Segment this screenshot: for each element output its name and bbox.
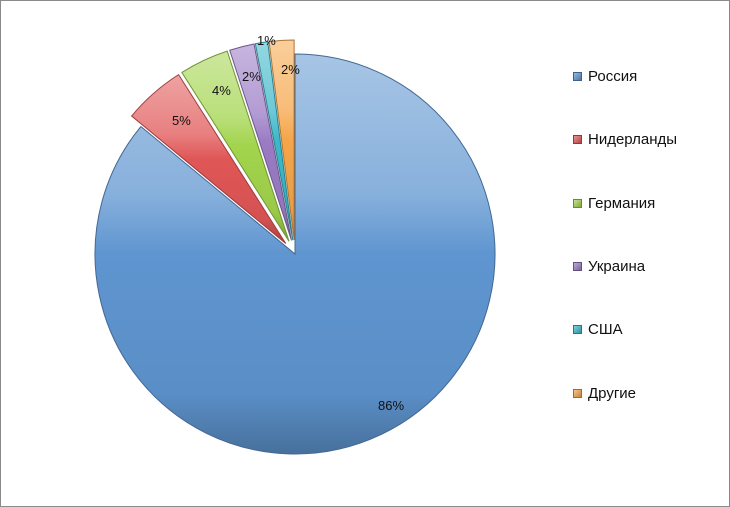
pie-slice-russia — [94, 53, 496, 455]
data-label-germany: 4% — [212, 83, 231, 98]
legend-swatch-germany — [573, 198, 582, 208]
pie-slice-other — [268, 39, 295, 241]
pie-slice-usa — [254, 41, 294, 241]
pie-slice-germany — [181, 50, 290, 242]
pie-slice-ukraine — [229, 43, 293, 241]
legend-label-netherlands: Нидерланды — [588, 130, 678, 148]
data-label-netherlands: 5% — [172, 113, 191, 128]
legend-item-russia: Россия — [573, 66, 637, 86]
legend-swatch-netherlands — [573, 134, 582, 144]
legend-item-usa: США — [573, 319, 623, 339]
legend-label-other: Другие — [588, 384, 637, 402]
legend: Россия Нидерланды Германия Украина США Д… — [573, 1, 723, 506]
data-label-russia: 86% — [378, 398, 404, 413]
legend-label-germany: Германия — [588, 194, 656, 212]
data-label-other: 2% — [281, 62, 300, 77]
legend-swatch-usa — [573, 324, 582, 334]
legend-item-ukraine: Украина — [573, 256, 645, 276]
legend-swatch-russia — [573, 71, 582, 81]
data-label-usa: 1% — [257, 33, 276, 48]
legend-swatch-other — [573, 388, 582, 398]
legend-label-usa: США — [588, 320, 623, 338]
legend-item-germany: Германия — [573, 193, 655, 213]
legend-swatch-ukraine — [573, 261, 582, 271]
legend-label-ukraine: Украина — [588, 257, 646, 275]
data-label-ukraine: 2% — [242, 69, 261, 84]
legend-item-other: Другие — [573, 383, 636, 403]
pie-slice-netherlands — [130, 73, 287, 244]
legend-label-russia: Россия — [588, 67, 638, 85]
legend-item-netherlands: Нидерланды — [573, 129, 677, 149]
